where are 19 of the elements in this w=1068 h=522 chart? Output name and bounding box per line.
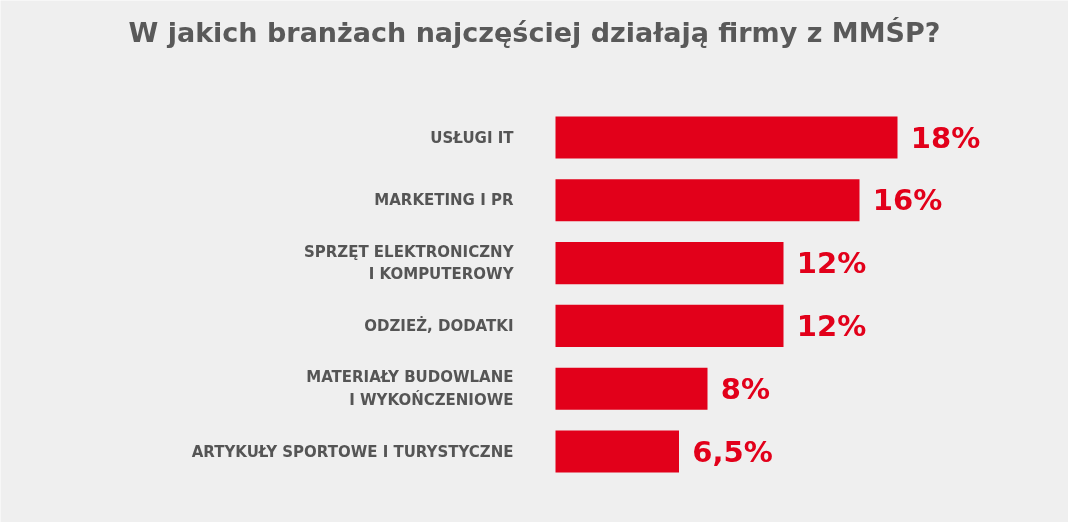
data-label: 12% [796, 246, 867, 281]
bar [555, 304, 784, 347]
chart-title: W jakich branżach najczęściej działają firmy z MMŚP? [128, 17, 941, 48]
bar [555, 430, 679, 473]
bar [555, 242, 784, 285]
y-tick-label: ODZIEŻ, DODATKI [364, 315, 514, 335]
bar [555, 116, 898, 159]
y-tick-label: SPRZĘT ELEKTRONICZNY I KOMPUTEROWY [303, 242, 515, 284]
y-tick-label: MARKETING I PR [374, 191, 514, 210]
y-tick-label: ARTYKUŁY SPORTOWE I TURYSTYCZNE [191, 442, 514, 461]
y-tick-label: MATERIAŁY BUDOWLANE I WYKOŃCZENIOWE [306, 368, 514, 409]
data-label: 6,5% [692, 434, 773, 469]
bar [555, 179, 860, 222]
data-label: 12% [796, 308, 867, 343]
data-label: 18% [910, 120, 981, 155]
y-tick-label: USŁUGI IT [430, 128, 515, 147]
data-label: 8% [720, 371, 771, 406]
bar [555, 367, 708, 410]
data-label: 16% [872, 183, 943, 218]
